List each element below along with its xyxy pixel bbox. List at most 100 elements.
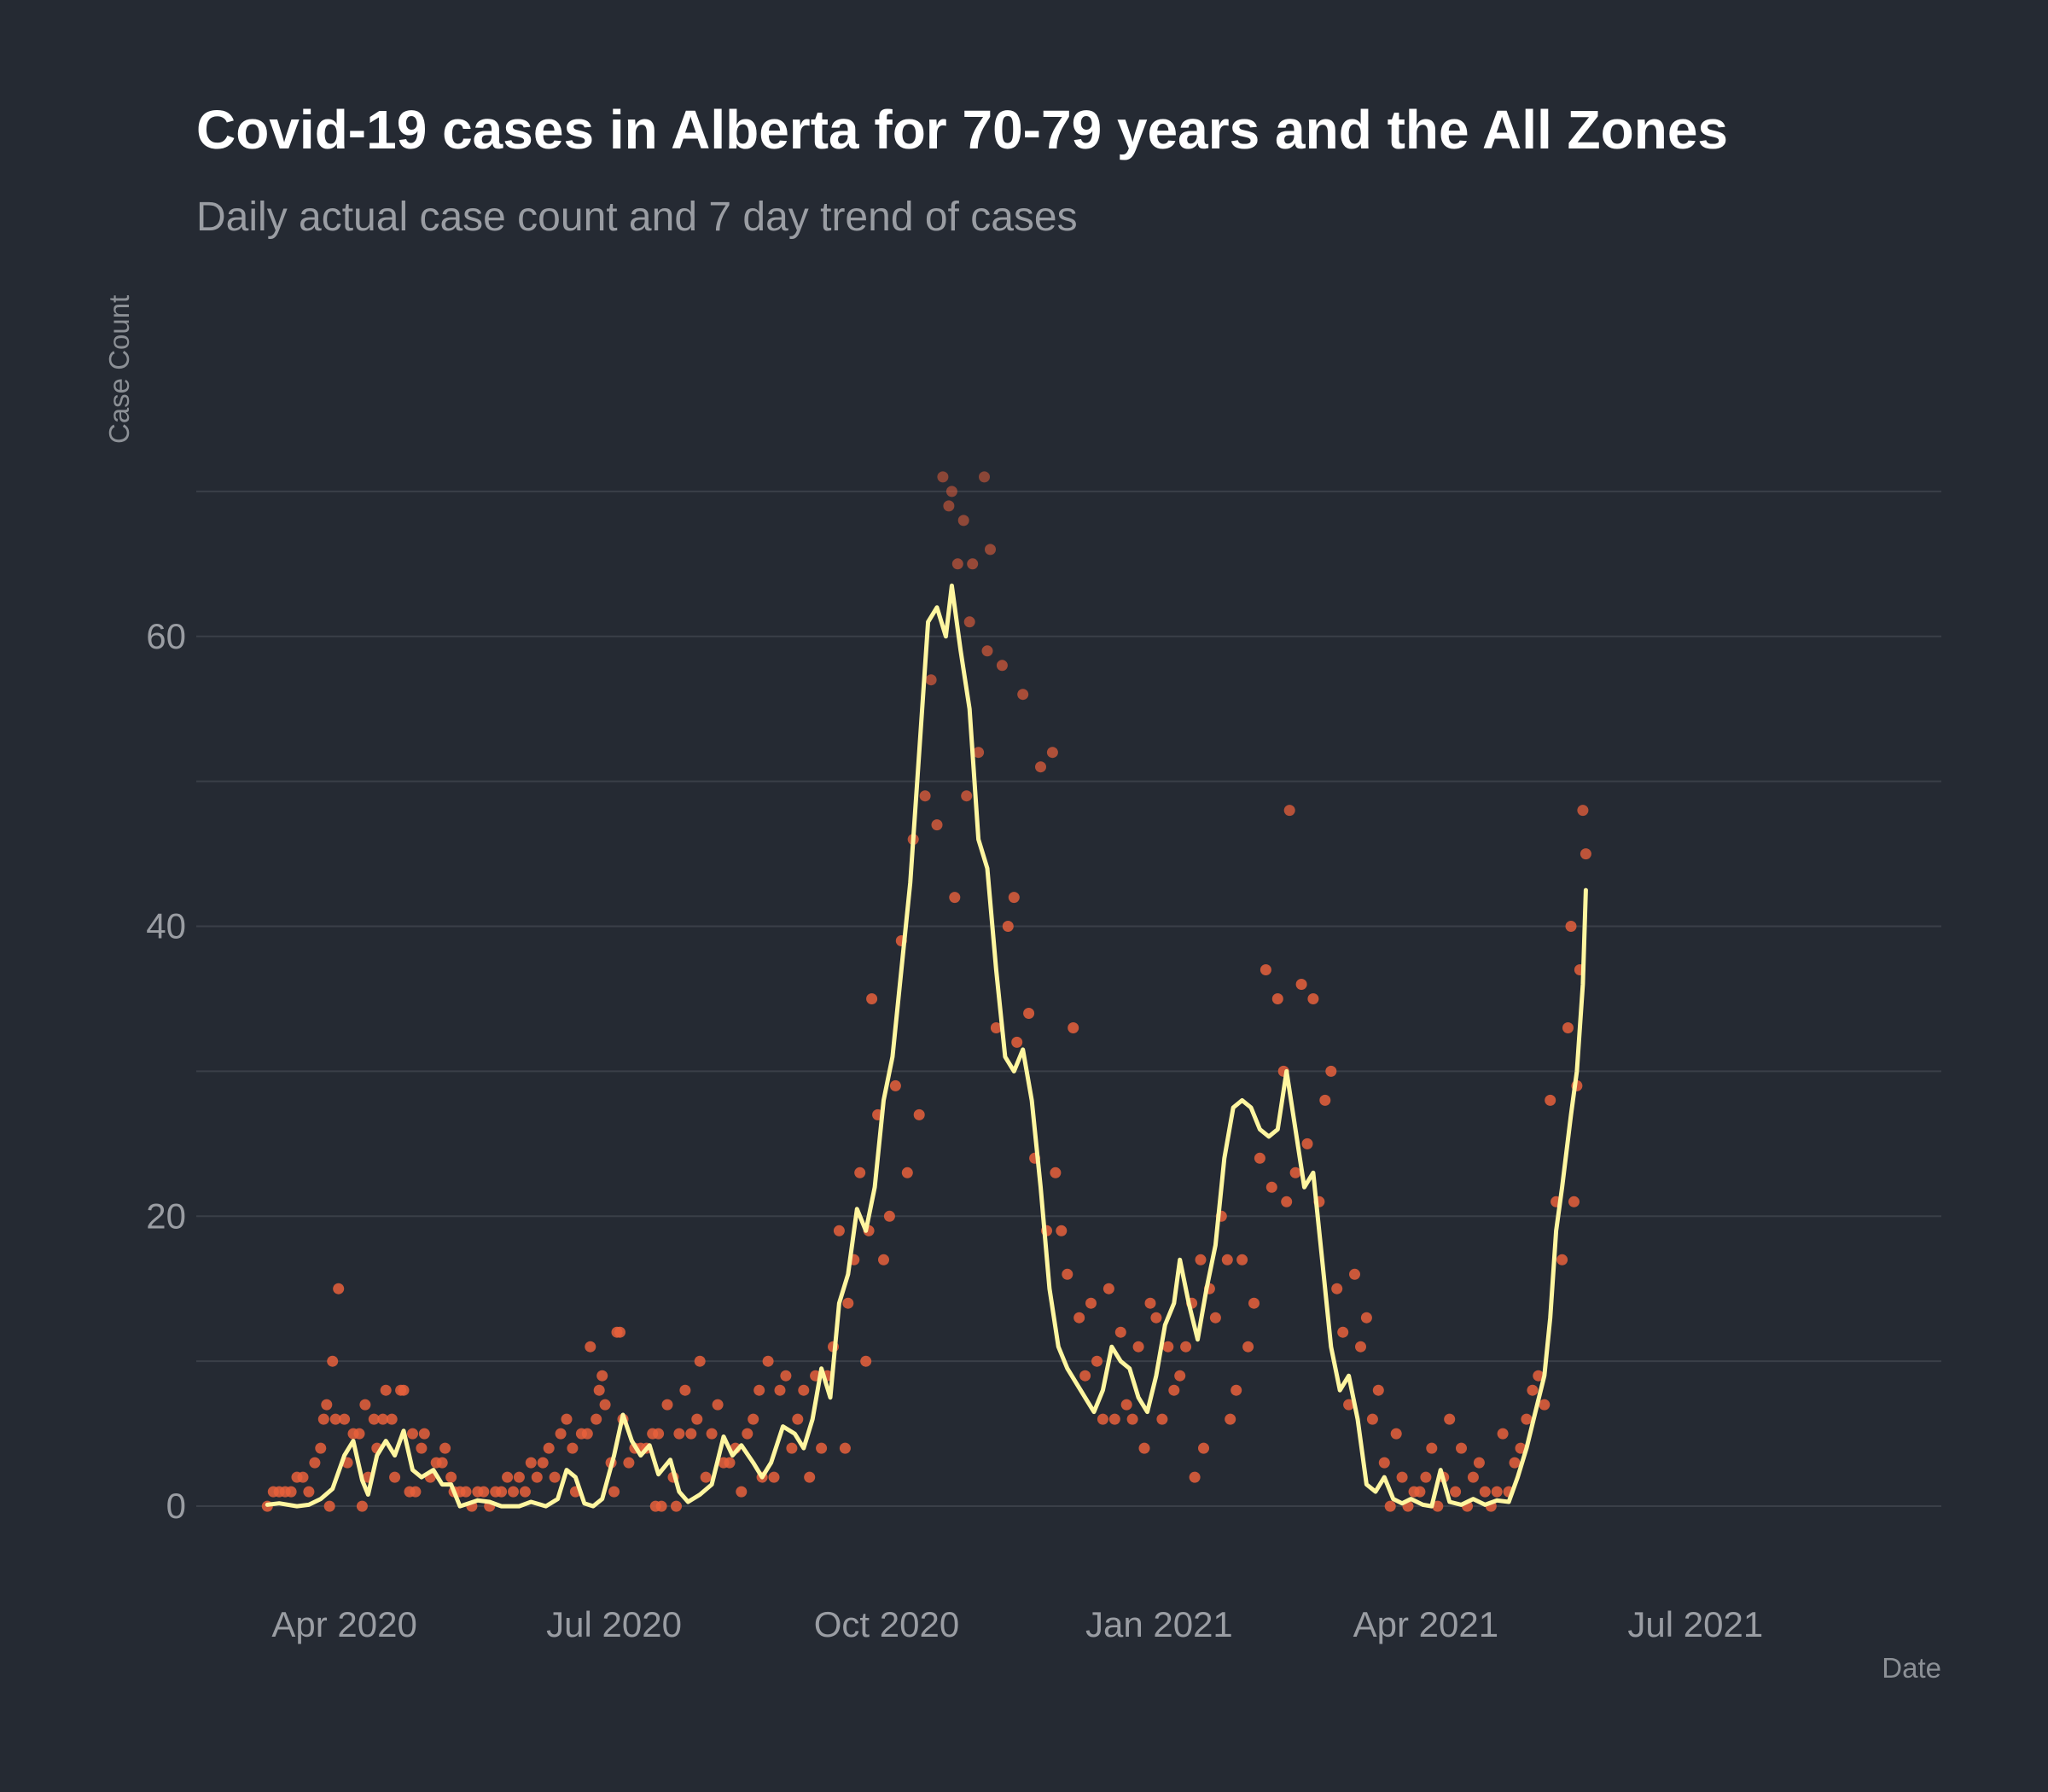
daily-case-point (1254, 1152, 1265, 1164)
daily-case-point (833, 1225, 845, 1236)
daily-case-point (883, 1210, 895, 1222)
daily-case-point (1002, 921, 1014, 932)
daily-case-point (1085, 1297, 1097, 1309)
daily-case-point (706, 1428, 718, 1440)
daily-case-point (967, 558, 979, 570)
daily-case-point (561, 1413, 573, 1425)
daily-case-point (555, 1428, 567, 1440)
daily-case-point (1527, 1384, 1539, 1396)
daily-case-point (478, 1486, 490, 1498)
daily-case-point (985, 544, 996, 556)
y-axis-ticks: 0 20 40 60 (146, 616, 186, 1526)
daily-case-point (1248, 1297, 1260, 1309)
daily-case-point (1174, 1370, 1186, 1382)
daily-case-point (878, 1254, 889, 1265)
daily-case-point (416, 1442, 428, 1454)
x-axis-title: Date (1882, 1652, 1941, 1684)
daily-case-point (1444, 1413, 1456, 1425)
daily-case-point (866, 993, 878, 1004)
daily-case-point (1079, 1370, 1091, 1382)
daily-case-point (380, 1384, 392, 1396)
daily-case-point (1360, 1312, 1372, 1324)
daily-case-point (1144, 1297, 1156, 1309)
daily-case-point (1120, 1399, 1132, 1411)
daily-case-point (1568, 1196, 1580, 1207)
daily-case-point (973, 747, 985, 759)
daily-case-point (1343, 1399, 1355, 1411)
daily-case-point (531, 1471, 543, 1483)
daily-case-point (768, 1471, 780, 1483)
daily-case-point (418, 1428, 430, 1440)
daily-case-point (1271, 993, 1283, 1004)
daily-case-point (1539, 1399, 1551, 1411)
daily-case-point (1108, 1413, 1120, 1425)
daily-case-point (1097, 1413, 1108, 1425)
daily-case-point (1331, 1283, 1343, 1295)
daily-case-point (1050, 1167, 1062, 1178)
daily-case-point (963, 616, 975, 628)
daily-case-point (1221, 1254, 1233, 1265)
daily-case-point (1035, 761, 1046, 773)
daily-case-point (502, 1471, 514, 1483)
daily-case-point (957, 515, 969, 527)
daily-case-point (1521, 1413, 1533, 1425)
daily-case-point (519, 1486, 531, 1498)
daily-case-point (508, 1486, 519, 1498)
daily-case-point (1225, 1413, 1236, 1425)
daily-case-point (804, 1471, 816, 1483)
daily-case-point (1281, 1196, 1293, 1207)
y-tick-label: 0 (166, 1486, 186, 1526)
daily-case-point (593, 1384, 605, 1396)
daily-case-point (460, 1486, 472, 1498)
daily-case-point (981, 645, 993, 657)
trend-line-layer (265, 583, 1588, 1509)
daily-case-point (679, 1384, 691, 1396)
daily-case-point (525, 1457, 537, 1469)
gridlines (196, 490, 1941, 1508)
daily-case-point (1231, 1384, 1242, 1396)
daily-case-point (1132, 1341, 1144, 1353)
daily-case-point (323, 1500, 335, 1512)
daily-case-point (1515, 1442, 1527, 1454)
daily-case-point (1180, 1341, 1192, 1353)
daily-case-point (285, 1486, 297, 1498)
daily-case-point (839, 1442, 851, 1454)
daily-case-point (1319, 1094, 1331, 1106)
daily-case-point (585, 1341, 596, 1353)
daily-case-point (990, 1022, 1002, 1033)
x-tick-label: Jul 2021 (1627, 1604, 1763, 1644)
daily-case-point (951, 558, 963, 570)
daily-case-point (1509, 1457, 1521, 1469)
daily-case-point (389, 1471, 401, 1483)
daily-case-point (496, 1486, 508, 1498)
daily-case-point (943, 500, 955, 512)
daily-case-point (1103, 1283, 1114, 1295)
daily-case-point (1562, 1022, 1574, 1033)
daily-case-point (410, 1486, 422, 1498)
daily-case-point (724, 1457, 736, 1469)
daily-case-point (1073, 1312, 1085, 1324)
daily-case-point (591, 1413, 602, 1425)
daily-case-point (1289, 1167, 1301, 1178)
daily-case-point (661, 1399, 673, 1411)
daily-case-point (1301, 1137, 1313, 1149)
daily-case-point (513, 1471, 525, 1483)
daily-case-point (1062, 1268, 1073, 1280)
daily-case-point (1533, 1370, 1545, 1382)
daily-case-point (1011, 1036, 1023, 1048)
daily-case-point (1325, 1065, 1337, 1077)
daily-case-point (1023, 1008, 1035, 1019)
daily-case-point (333, 1283, 345, 1295)
daily-case-point (1390, 1428, 1402, 1440)
daily-case-point (317, 1413, 329, 1425)
daily-case-point (567, 1442, 579, 1454)
daily-case-point (1162, 1341, 1174, 1353)
x-tick-label: Apr 2021 (1353, 1604, 1498, 1644)
daily-case-point (949, 892, 961, 904)
daily-case-point (368, 1413, 380, 1425)
daily-case-point (655, 1500, 667, 1512)
daily-case-point (1114, 1326, 1126, 1338)
daily-case-point (439, 1442, 451, 1454)
daily-case-point (1556, 1254, 1568, 1265)
